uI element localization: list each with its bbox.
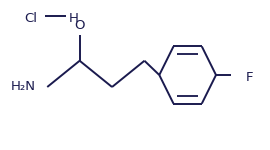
Text: F: F: [246, 71, 253, 84]
Text: H₂N: H₂N: [11, 81, 36, 93]
Text: O: O: [75, 19, 85, 32]
Text: Cl: Cl: [24, 12, 37, 24]
Text: H: H: [69, 12, 79, 24]
